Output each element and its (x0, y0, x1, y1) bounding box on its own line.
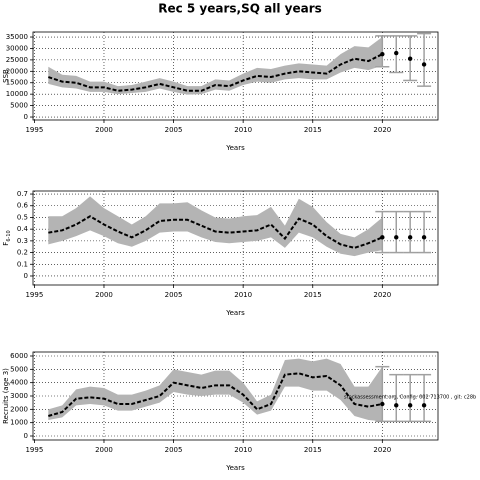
x-tick-label: 2010 (234, 126, 252, 134)
y-tick-label: 25000 (6, 56, 28, 64)
projection-point (380, 401, 385, 407)
projection-point (421, 403, 427, 408)
y-axis-label: Recruits (age 3) (2, 368, 10, 424)
y-tick-label: 0.1 (17, 260, 28, 268)
x-tick-label: 2005 (165, 126, 183, 134)
y-tick-label: 0.7 (17, 190, 28, 198)
x-tick-label: 2000 (95, 126, 113, 134)
projection-error-bar (417, 32, 432, 87)
projection-error-bar (417, 373, 432, 423)
x-tick-label: 2020 (373, 126, 391, 134)
projection-point (394, 50, 399, 56)
x-tick-label: 2000 (95, 446, 113, 454)
x-tick-label: 2005 (165, 291, 183, 299)
axes-frame (32, 31, 439, 121)
x-axis-label: Years (225, 144, 245, 152)
figure-title: Rec 5 years,SQ all years (158, 2, 322, 16)
annotation: stockassessment.org, Config: 002 713700 … (344, 395, 476, 401)
y-tick-label: 6000 (10, 352, 28, 360)
x-tick-label: 2020 (373, 291, 391, 299)
y-tick-label: 4000 (10, 379, 28, 387)
x-tick-label: 2000 (95, 291, 113, 299)
y-tick-label: 2000 (10, 405, 28, 413)
y-tick-label: 0 (24, 113, 28, 121)
y-axis-label: F6-10 (2, 230, 12, 245)
y-tick-label: 0.2 (17, 249, 28, 257)
x-tick-label: 2020 (373, 446, 391, 454)
projection-point (394, 235, 399, 240)
x-tick-label: 2010 (234, 446, 252, 454)
y-tick-label: 10000 (6, 90, 28, 98)
x-tick-label: 2015 (304, 446, 322, 454)
y-tick-label: 3000 (10, 392, 28, 400)
projection-error-bar (375, 365, 390, 423)
x-tick-label: 1995 (25, 446, 43, 454)
projection-error-bar (389, 210, 404, 254)
confidence-band (48, 358, 383, 422)
projection-point (380, 51, 385, 57)
projection-point (421, 235, 427, 240)
x-tick-label: 2015 (304, 126, 322, 134)
y-tick-label: 0.6 (17, 202, 29, 210)
projection-point (394, 403, 399, 408)
y-tick-label: 30000 (6, 44, 28, 52)
projection-point (407, 56, 413, 61)
confidence-band (48, 37, 383, 95)
y-axis-label-subscript: 6-10 (6, 230, 12, 241)
y-tick-label: 1000 (10, 419, 28, 427)
x-tick-label: 1995 (25, 126, 43, 134)
y-tick-label: 20000 (6, 67, 28, 75)
estimate-line (48, 372, 383, 417)
projection-error-bar (403, 373, 418, 423)
estimate-line (48, 215, 383, 249)
y-tick-label: 5000 (10, 102, 28, 110)
y-tick-label: 0.4 (17, 225, 29, 233)
confidence-band (48, 196, 383, 257)
projection-error-bar (389, 373, 404, 423)
projection-error-bar (375, 35, 390, 68)
y-tick-label: 0 (24, 272, 28, 280)
projection-point (421, 62, 427, 67)
projection-point (407, 403, 413, 408)
y-tick-label: 35000 (6, 33, 28, 41)
projection-error-bar (375, 210, 390, 254)
x-tick-label: 2010 (234, 291, 252, 299)
axes-frame (32, 351, 439, 441)
y-tick-label: 0.3 (17, 237, 28, 245)
x-tick-label: 2005 (165, 446, 183, 454)
x-tick-label: 2015 (304, 291, 322, 299)
estimate-line (47, 53, 383, 92)
y-tick-label: 0 (24, 432, 28, 440)
x-axis-label: Years (225, 309, 245, 317)
x-tick-label: 1995 (25, 291, 43, 299)
projection-point (407, 235, 413, 240)
projection-error-bar (403, 210, 418, 254)
y-tick-label: 5000 (10, 365, 28, 373)
axes-frame (32, 190, 439, 286)
y-tick-label: 15000 (6, 79, 28, 87)
projection-point (380, 235, 385, 240)
projection-error-bar (417, 210, 432, 254)
y-axis-label: SSB (2, 69, 10, 83)
y-tick-label: 0.5 (17, 213, 28, 221)
x-axis-label: Years (225, 464, 245, 472)
